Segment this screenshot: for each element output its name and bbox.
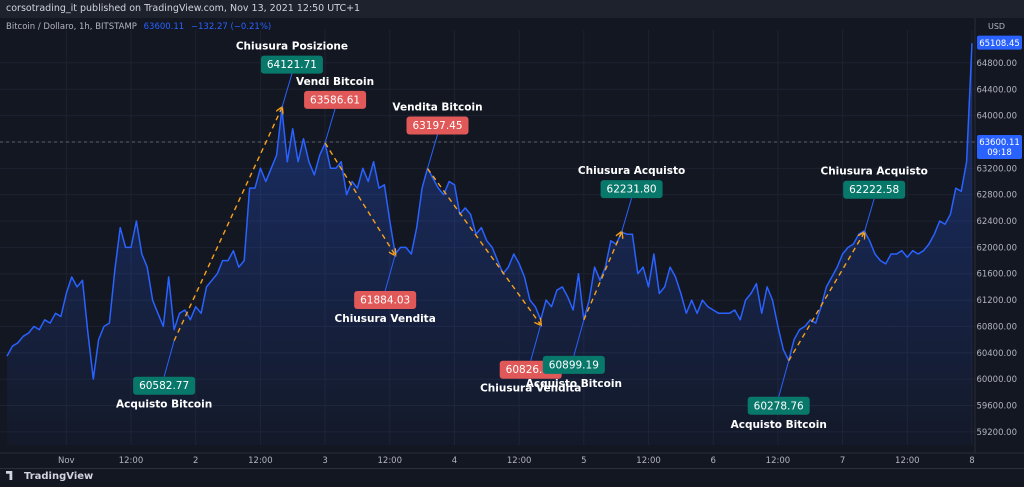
x-tick-label: 12:00 — [636, 456, 661, 466]
trade-arrow — [173, 108, 282, 342]
published-info: corsotrading_it published on TradingView… — [6, 3, 361, 14]
x-tick-label: 8 — [969, 456, 974, 466]
annotation-box — [843, 180, 906, 199]
crosshair-price-label: 63600.11 — [979, 138, 1020, 148]
price-area — [7, 43, 972, 445]
annotation-leader — [778, 360, 790, 397]
annotation-box — [354, 291, 417, 310]
x-tick-label: 12:00 — [895, 456, 920, 466]
annotation-value: 64121.71 — [267, 59, 317, 71]
x-tick-label: 5 — [581, 456, 586, 466]
bottom-bar — [0, 468, 1024, 487]
x-tick-label: 12:00 — [378, 456, 403, 466]
annotation-buy-8[interactable]: 60278.76 Acquisto Bitcoin — [731, 360, 827, 431]
tradingview-logo-icon — [6, 471, 13, 480]
annotation-leader — [281, 73, 293, 108]
annotation-leader — [621, 197, 633, 233]
annotation-title: Chiusura Acquisto — [578, 165, 685, 177]
annotation-sell-4[interactable]: 63197.45 Vendita Bitcoin — [392, 102, 483, 169]
annotation-title: Chiusura Acquisto — [821, 166, 928, 178]
x-tick-label: 12:00 — [248, 456, 273, 466]
annotation-title: Chiusura Vendita — [480, 383, 581, 395]
annotation-buy-1[interactable]: 64121.71 Chiusura Posizione — [236, 41, 348, 108]
price-line — [6, 43, 973, 380]
annotation-buy-7[interactable]: 62231.80 Chiusura Acquisto — [578, 165, 685, 233]
annotation-title: Chiusura Posizione — [236, 41, 348, 53]
x-tick-label: 12:00 — [766, 456, 791, 466]
symbol-name: Bitcoin / Dollaro, 1h, BITSTAMP — [6, 22, 137, 32]
annotation-sell-3[interactable]: 61884.03 Chiusura Vendita — [335, 254, 436, 325]
annotation-value: 62231.80 — [607, 184, 657, 196]
annotation-buy-9[interactable]: 62222.58 Chiusura Acquisto — [821, 166, 928, 233]
x-tick-label: 4 — [452, 456, 457, 466]
x-tick-label: 3 — [322, 456, 327, 466]
last-price-label: 65108.45 — [979, 39, 1020, 49]
x-tick-label: 2 — [193, 456, 198, 466]
annotation-box — [600, 180, 663, 199]
annotation-title: Vendi Bitcoin — [296, 76, 374, 88]
y-tick-label: 63200.00 — [976, 164, 1017, 174]
annotation-leader — [863, 198, 875, 233]
tradingview-brand: TradingView — [24, 471, 94, 482]
annotation-title: Acquisto Bitcoin — [116, 399, 212, 411]
annotation-value: 60899.19 — [549, 359, 599, 371]
annotation-leader — [324, 108, 336, 144]
last-price-badge — [977, 35, 1022, 50]
crosshair-badge — [977, 134, 1022, 159]
top-bar: corsotrading_it published on TradingView… — [0, 0, 1024, 18]
x-tick-label: 7 — [840, 456, 845, 466]
annotation-leader — [573, 319, 585, 357]
annotation-box — [406, 116, 469, 135]
y-tick-label: 59200.00 — [976, 428, 1017, 438]
y-tick-label: 62400.00 — [976, 217, 1017, 227]
annotation-value: 61884.03 — [360, 295, 410, 307]
annotation-title: Chiusura Vendita — [335, 313, 436, 325]
annotation-title: Acquisto Bitcoin — [731, 419, 827, 431]
annotation-leader — [427, 134, 438, 169]
symbol-legend[interactable]: Bitcoin / Dollaro, 1h, BITSTAMP 63600.11… — [6, 22, 271, 32]
annotation-value: 60278.76 — [754, 400, 804, 412]
annotation-box — [133, 376, 196, 395]
annotation-leader — [530, 324, 542, 361]
y-tick-label: 64400.00 — [976, 85, 1017, 95]
annotation-box — [747, 396, 810, 415]
y-tick-label: 61600.00 — [976, 270, 1017, 280]
legend-change: −132.27 (−0.21%) — [190, 22, 272, 32]
y-tick-label: 60800.00 — [976, 322, 1017, 332]
annotation-value: 63197.45 — [412, 120, 462, 132]
legend-price: 63600.11 — [143, 22, 185, 32]
annotation-box — [304, 90, 367, 109]
annotation-title: Acquisto Bitcoin — [526, 378, 622, 390]
y-tick-label: 62800.00 — [976, 191, 1017, 201]
annotation-leader — [384, 254, 396, 292]
x-tick-label: Nov — [58, 456, 75, 466]
x-tick-label: 6 — [711, 456, 716, 466]
annotation-box — [260, 55, 323, 74]
annotation-buy-6[interactable]: 60899.19 Acquisto Bitcoin — [526, 319, 622, 390]
y-tick-label: 59600.00 — [976, 401, 1017, 411]
y-tick-label: 60000.00 — [976, 375, 1017, 385]
annotation-box — [542, 355, 605, 374]
y-tick-label: 62000.00 — [976, 243, 1017, 253]
trade-arrow — [324, 142, 395, 255]
x-tick-label: 12:00 — [119, 456, 144, 466]
annotation-buy-0[interactable]: 60582.77 Acquisto Bitcoin — [116, 340, 212, 411]
annotation-value: 63586.61 — [310, 94, 360, 106]
annotation-value: 60582.77 — [139, 380, 189, 392]
tradingview-logo[interactable]: TradingView — [6, 471, 93, 482]
trade-arrow — [788, 233, 864, 362]
y-tick-label: 64800.00 — [976, 59, 1017, 69]
annotation-sell-2[interactable]: 63586.61 Vendi Bitcoin — [296, 76, 374, 144]
annotation-value: 62222.58 — [849, 184, 899, 196]
currency-label: USD — [988, 22, 1006, 31]
y-tick-label: 60400.00 — [976, 349, 1017, 359]
x-tick-label: 12:00 — [507, 456, 532, 466]
trade-arrow — [583, 232, 622, 321]
y-tick-label: 61200.00 — [976, 296, 1017, 306]
y-tick-label: 64000.00 — [976, 112, 1017, 122]
annotation-leader — [163, 340, 175, 377]
annotation-title: Vendita Bitcoin — [392, 102, 482, 114]
crosshair-time-label: 09:18 — [987, 148, 1012, 158]
